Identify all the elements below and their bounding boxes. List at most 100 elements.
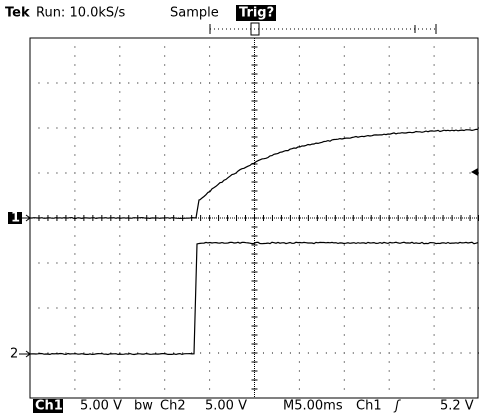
grid-dot	[209, 91, 211, 93]
grid-dot	[173, 82, 175, 84]
grid-dot	[65, 352, 67, 354]
grid-dot	[128, 352, 130, 354]
grid-dot	[101, 307, 103, 309]
grid-dot	[316, 82, 318, 84]
grid-dot	[74, 145, 76, 147]
grid-dot	[298, 145, 300, 147]
grid-dot	[298, 397, 300, 399]
grid-dot	[200, 82, 202, 84]
grid-dot	[388, 280, 390, 282]
grid-dot	[164, 100, 166, 102]
grid-dot	[119, 343, 121, 345]
grid-dot	[191, 82, 193, 84]
grid-dot	[361, 307, 363, 309]
grid-dot	[451, 127, 453, 129]
grid-dot	[209, 253, 211, 255]
grid-dot	[209, 388, 211, 390]
grid-dot	[343, 64, 345, 66]
ch1-label-box	[33, 399, 63, 413]
grid-dot	[119, 199, 121, 201]
grid-dot	[65, 262, 67, 264]
grid-dot	[83, 352, 85, 354]
grid-dot	[74, 334, 76, 336]
grid-dot	[352, 262, 354, 264]
grid-dot	[74, 127, 76, 129]
grid-dot	[83, 127, 85, 129]
grid-dot	[442, 262, 444, 264]
grid-dot	[307, 82, 309, 84]
grid-dot	[119, 190, 121, 192]
grid-dot	[47, 127, 49, 129]
grid-dot	[298, 172, 300, 174]
grid-dot	[191, 127, 193, 129]
grid-dot	[164, 46, 166, 48]
grid-dot	[164, 181, 166, 183]
grid-dot	[424, 352, 426, 354]
grid-dot	[442, 172, 444, 174]
grid-dot	[92, 307, 94, 309]
grid-dot	[280, 127, 282, 129]
grid-dot	[325, 262, 327, 264]
grid-dot	[164, 379, 166, 381]
timebase: M5.00ms	[283, 399, 343, 414]
grid-dot	[74, 82, 76, 84]
grid-dot	[245, 262, 247, 264]
grid-dot	[433, 154, 435, 156]
grid-dot	[442, 352, 444, 354]
grid-dot	[316, 172, 318, 174]
grid-dot	[388, 397, 390, 399]
grid-dot	[298, 253, 300, 255]
grid-dot	[262, 82, 264, 84]
grid-dot	[110, 127, 112, 129]
grid-dot	[433, 181, 435, 183]
grid-dot	[200, 352, 202, 354]
grid-dot	[298, 334, 300, 336]
grid-dot	[352, 307, 354, 309]
grid-dot	[397, 82, 399, 84]
grid-dot	[271, 127, 273, 129]
grid-dot	[209, 73, 211, 75]
grid-dot	[209, 118, 211, 120]
grid-dot	[433, 127, 435, 129]
grid-dot	[119, 82, 121, 84]
grid-dot	[343, 289, 345, 291]
grid-dot	[173, 352, 175, 354]
grid-dot	[343, 127, 345, 129]
grid-dot	[424, 307, 426, 309]
grid-dot	[164, 316, 166, 318]
grid-dot	[164, 172, 166, 174]
grid-dot	[433, 190, 435, 192]
grid-dot	[74, 226, 76, 228]
grid-dot	[298, 307, 300, 309]
grid-dot	[155, 262, 157, 264]
grid-dot	[245, 352, 247, 354]
grid-dot	[119, 181, 121, 183]
grid-dot	[164, 244, 166, 246]
grid-dot	[128, 307, 130, 309]
grid-dot	[209, 109, 211, 111]
grid-dot	[370, 127, 372, 129]
grid-dot	[388, 190, 390, 192]
grid-dot	[388, 334, 390, 336]
grid-dot	[388, 163, 390, 165]
grid-dot	[388, 307, 390, 309]
grid-dot	[460, 262, 462, 264]
grid-dot	[388, 262, 390, 264]
grid-dot	[164, 154, 166, 156]
grid-dot	[343, 334, 345, 336]
grid-dot	[343, 109, 345, 111]
grid-dot	[155, 82, 157, 84]
grid-dot	[182, 352, 184, 354]
grid-dot	[433, 136, 435, 138]
grid-dot	[56, 82, 58, 84]
grid-dot	[218, 82, 220, 84]
grid-dot	[74, 316, 76, 318]
grid-dot	[343, 163, 345, 165]
grid-dot	[74, 370, 76, 372]
grid-dot	[74, 343, 76, 345]
grid-dot	[433, 55, 435, 57]
grid-dot	[245, 172, 247, 174]
grid-dot	[433, 64, 435, 66]
grid-dot	[289, 172, 291, 174]
grid-dot	[164, 271, 166, 273]
